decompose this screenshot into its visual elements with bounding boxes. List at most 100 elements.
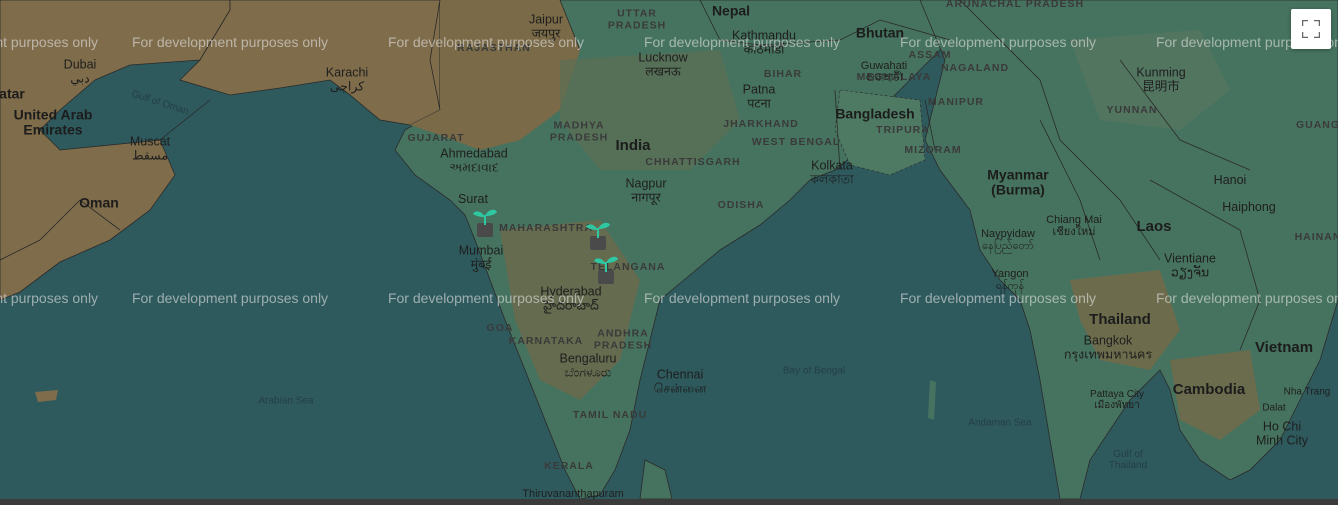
label-chennai: Chennai சென்னை bbox=[653, 367, 707, 395]
label-bhutan: Bhutan bbox=[855, 24, 905, 41]
label-gulf-of-thailand: Gulf of Thailand bbox=[1108, 449, 1148, 471]
label-hyderabad: Hyderabad హైదరాబాద్ bbox=[540, 284, 602, 312]
label-guangxi: GUANG bbox=[1295, 119, 1338, 132]
label-vietnam: Vietnam bbox=[1254, 338, 1314, 356]
label-assam: ASSAM bbox=[908, 49, 952, 62]
label-pattaya: Pattaya City เมืองพัทยา bbox=[1090, 389, 1144, 411]
label-haiphong: Haiphong bbox=[1222, 200, 1276, 215]
label-arunachal: ARUNACHAL PRADESH bbox=[945, 0, 1085, 11]
label-cambodia: Cambodia bbox=[1172, 380, 1246, 398]
label-nagpur: Nagpur नागपूर bbox=[625, 176, 667, 204]
label-andaman-sea: Andaman Sea bbox=[968, 417, 1032, 429]
yunnan-plateau bbox=[1070, 30, 1230, 130]
borders bbox=[0, 0, 1261, 351]
thailand-plains bbox=[1070, 270, 1180, 370]
label-jaipur: Jaipur जयपुर bbox=[528, 12, 564, 40]
label-yangon: Yangon ရန်ကုန် bbox=[991, 267, 1029, 292]
label-yunnan: YUNNAN bbox=[1106, 104, 1158, 117]
seedling-icon bbox=[594, 256, 618, 284]
label-surat: Surat bbox=[458, 192, 488, 207]
map-bottom-bar bbox=[0, 499, 1338, 505]
label-meghalaya: MEGHALAYA bbox=[856, 71, 932, 84]
label-odisha: ODISHA bbox=[717, 199, 765, 212]
andaman-islands bbox=[928, 380, 936, 420]
fullscreen-icon bbox=[1302, 20, 1320, 38]
seedling-icon bbox=[473, 209, 497, 237]
label-tripura: TRIPURA bbox=[876, 124, 930, 137]
label-kunming: Kunming 昆明市 bbox=[1136, 65, 1186, 93]
label-kolkata: Kolkata কলকাতা bbox=[810, 158, 854, 186]
watermark: For development purposes only bbox=[387, 290, 585, 306]
map-marker-seedling[interactable] bbox=[584, 218, 612, 252]
label-india: India bbox=[615, 136, 651, 154]
watermark: For development purposes only bbox=[0, 34, 99, 50]
label-west-bengal: WEST BENGAL bbox=[751, 136, 841, 149]
label-madhya-pradesh: MADHYA PRADESH bbox=[549, 119, 609, 143]
label-dalat: Dalat bbox=[1262, 402, 1286, 414]
label-nha-trang: Nha Trang bbox=[1283, 386, 1331, 398]
label-karachi: Karachi کراچی bbox=[325, 65, 369, 93]
watermark: For development purposes only bbox=[899, 34, 1097, 50]
label-kerala: KERALA bbox=[544, 460, 594, 473]
label-chhattisgarh: CHHATTISGARH bbox=[645, 156, 741, 169]
label-mumbai: Mumbai मुंबई bbox=[458, 243, 504, 271]
label-bangladesh: Bangladesh bbox=[835, 105, 915, 122]
rajasthan-desert bbox=[410, 0, 580, 150]
label-andhra-pradesh: ANDHRA PRADESH bbox=[593, 327, 653, 351]
label-thiruvananthapuram: Thiruvananthapuram bbox=[522, 487, 624, 499]
label-ahmedabad: Ahmedabad અમદાવાદ bbox=[440, 146, 508, 174]
bangladesh-delta bbox=[834, 89, 926, 176]
label-guwahati: Guwahati গুৱাহাটী bbox=[860, 59, 908, 84]
label-myanmar: Myanmar (Burma) bbox=[987, 166, 1049, 198]
label-laos: Laos bbox=[1136, 217, 1172, 235]
label-tamil-nadu: TAMIL NADU bbox=[572, 409, 648, 422]
label-hanoi: Hanoi bbox=[1213, 173, 1247, 188]
watermark: For development purposes only bbox=[0, 290, 99, 306]
map-marker-seedling[interactable] bbox=[471, 205, 499, 239]
label-naypyidaw: Naypyidaw နေပြည်တော် bbox=[981, 227, 1035, 252]
label-telangana: TELANGANA bbox=[590, 261, 666, 274]
label-oman: Oman bbox=[79, 194, 119, 211]
label-uttar-pradesh: UTTAR PRADESH bbox=[607, 7, 667, 31]
label-hainan: HAINAN bbox=[1294, 231, 1338, 244]
label-gujarat: GUJARAT bbox=[407, 132, 465, 145]
label-muscat: Muscat مسقط bbox=[129, 134, 171, 162]
label-karnataka: KARNATAKA bbox=[508, 335, 584, 348]
label-nagaland: NAGALAND bbox=[940, 62, 1010, 75]
label-uae: United Arab Emirates bbox=[13, 106, 93, 138]
watermark: For development purposes only bbox=[899, 290, 1097, 306]
label-bangkok: Bangkok กรุงเทพมหานคร bbox=[1063, 333, 1153, 361]
label-mizoram: MIZORAM bbox=[904, 144, 962, 157]
central-plains bbox=[560, 50, 740, 170]
label-patna: Patna पटना bbox=[742, 82, 776, 110]
seedling-icon bbox=[586, 222, 610, 250]
label-arabian-sea: Arabian Sea bbox=[258, 395, 314, 407]
watermark: For development purposes only bbox=[1155, 290, 1338, 306]
label-vientiane: Vientiane ວຽງຈັນ bbox=[1164, 251, 1216, 279]
label-dubai: Dubai دبي bbox=[63, 57, 97, 85]
label-nepal: Nepal bbox=[711, 2, 751, 19]
label-chiang-mai: Chiang Mai เชียงใหม่ bbox=[1046, 213, 1102, 238]
cambodia-plains bbox=[1170, 350, 1260, 440]
label-manipur: MANIPUR bbox=[928, 96, 984, 109]
label-qatar: atar bbox=[0, 85, 25, 102]
label-ho-chi-minh: Ho Chi Minh City bbox=[1255, 419, 1309, 447]
socotra-island bbox=[35, 390, 58, 402]
map-marker-seedling[interactable] bbox=[592, 252, 620, 286]
label-bihar: BIHAR bbox=[763, 68, 803, 81]
watermark: For development purposes only bbox=[131, 290, 329, 306]
label-rajasthan: RAJASTHAN bbox=[457, 42, 531, 55]
watermark: For development purposes only bbox=[131, 34, 329, 50]
label-thailand: Thailand bbox=[1089, 310, 1151, 328]
label-jharkhand: JHARKHAND bbox=[723, 118, 799, 131]
label-maharashtra: MAHARASHTRA bbox=[499, 222, 593, 235]
watermark: For development purposes only bbox=[643, 290, 841, 306]
watermark: For development purposes only bbox=[643, 34, 841, 50]
label-bay-of-bengal: Bay of Bengal bbox=[782, 365, 846, 377]
label-kathmandu: Kathmandu काठमाडौं bbox=[732, 28, 796, 56]
fullscreen-button[interactable] bbox=[1291, 9, 1331, 49]
label-goa: GOA bbox=[486, 322, 514, 335]
label-bengaluru: Bengaluru ಬೆಂಗಳೂರು bbox=[559, 351, 617, 379]
